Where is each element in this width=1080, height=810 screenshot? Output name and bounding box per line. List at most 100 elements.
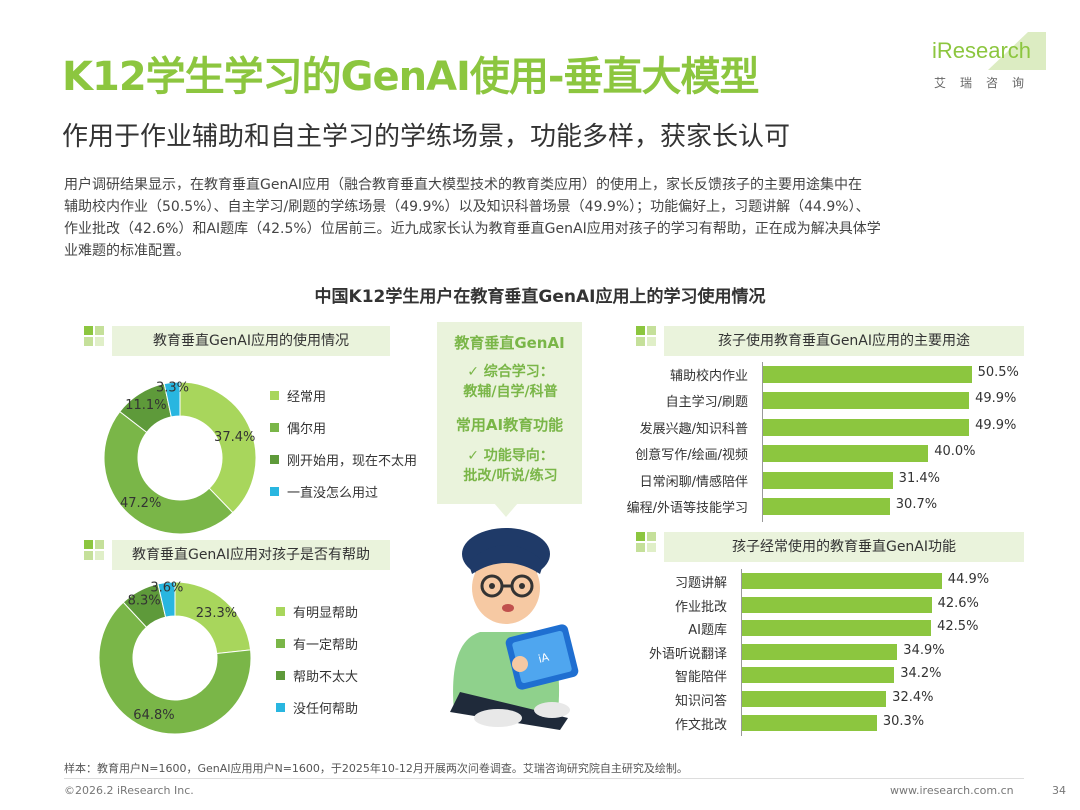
bar — [742, 667, 895, 684]
speech-bubble-notch — [494, 503, 518, 517]
intro-paragraph: 用户调研结果显示，在教育垂直GenAI应用（融合教育垂直大模型技术的教育类应用）… — [64, 174, 1024, 262]
purpose-bar-title: 孩子使用教育垂直GenAI应用的主要用途 — [664, 326, 1024, 356]
intro-line: 辅助校内作业（50.5%）、自主学习/刷题的学练场景（49.9%）以及知识科普场… — [64, 199, 870, 215]
bar — [763, 366, 972, 383]
donut-slice-label: 64.8% — [133, 708, 174, 723]
helpful-pie-title: 教育垂直GenAI应用对孩子是否有帮助 — [112, 540, 390, 570]
bar-value-label: 40.0% — [934, 444, 976, 460]
bar — [742, 691, 887, 707]
bar-category-label: 编程/外语等技能学习 — [626, 501, 748, 516]
svg-text:iA: iA — [537, 650, 551, 665]
square-deco-icon — [84, 326, 106, 348]
legend-item: 经常用 — [270, 382, 417, 408]
bar-value-label: 42.5% — [937, 619, 979, 635]
legend-label: 有一定帮助 — [293, 637, 359, 653]
square-deco-icon — [84, 540, 106, 562]
bar-category-label: 习题讲解 — [674, 576, 727, 591]
legend-item: 一直没怎么用过 — [270, 478, 417, 504]
donut-slice — [103, 410, 234, 535]
square-deco-icon — [636, 532, 658, 554]
bar — [742, 620, 932, 637]
legend-label: 经常用 — [287, 389, 327, 405]
bar-category-label: 外语听说翻译 — [648, 646, 727, 662]
bar-axis-line — [741, 569, 742, 737]
bar-value-label: 49.9% — [975, 391, 1017, 407]
donut-slice-label: 47.2% — [120, 496, 161, 511]
bar-value-label: 31.4% — [898, 470, 940, 486]
legend-swatch — [276, 702, 285, 712]
bar-category-label: 辅助校内作业 — [669, 369, 748, 384]
bar — [742, 714, 877, 731]
helpful-legend: 有明显帮助 有一定帮助 帮助不太大 没任何帮助 — [276, 598, 358, 726]
center-box-title: 教育垂直GenAI — [454, 334, 565, 352]
donut-slice-label: 37.4% — [214, 430, 255, 445]
bar — [742, 596, 932, 613]
legend-item: 有一定帮助 — [276, 630, 358, 656]
bar-category-label: 智能陪伴 — [674, 670, 727, 686]
website-link[interactable]: www.iresearch.com.cn — [890, 784, 1014, 797]
bar-category-label: AI题库 — [688, 623, 727, 639]
donut-slice — [163, 381, 181, 418]
donut-slice-label: 11.1% — [125, 398, 166, 413]
legend-label: 偶尔用 — [287, 421, 327, 437]
page-number: 34 — [1052, 784, 1066, 797]
donut-slice-label: 23.3% — [196, 606, 237, 621]
donut-slice-label: 3.3% — [156, 380, 189, 395]
iresearch-logo: iResearch 艾瑞咨询 — [928, 32, 1046, 94]
legend-swatch — [270, 454, 279, 464]
legend-item: 偶尔用 — [270, 414, 417, 440]
bar — [763, 392, 970, 410]
legend-item: 刚开始用，现在不太用 — [270, 446, 417, 472]
bar-category-label: 作文批改 — [674, 717, 727, 733]
bar — [763, 445, 929, 463]
logo-subtext: 艾瑞咨询 — [934, 76, 1039, 90]
bar-value-label: 30.7% — [895, 497, 938, 512]
usage-pie-title: 教育垂直GenAI应用的使用情况 — [112, 326, 390, 356]
donut-slice-label: 3.6% — [150, 580, 183, 595]
logo-text: iResearch — [932, 38, 1032, 63]
legend-swatch — [270, 422, 279, 432]
page-subtitle: 作用于作业辅助和自主学习的学练场景，功能多样，获家长认可 — [62, 122, 791, 152]
bar-value-label: 44.9% — [947, 572, 990, 587]
function-bar-title: 孩子经常使用的教育垂直GenAI功能 — [664, 532, 1024, 562]
legend-swatch — [276, 638, 285, 648]
bar-category-label: 日常闲聊/情感陪伴 — [639, 474, 748, 490]
usage-donut-chart: 37.4% 47.2% 11.1% 3.3% — [103, 380, 257, 535]
legend-item: 帮助不太大 — [276, 662, 358, 688]
legend-swatch — [276, 606, 285, 616]
page-title: K12学生学习的GenAI使用-垂直大模型 — [62, 54, 760, 100]
donut-slice — [157, 581, 176, 618]
bar-value-label: 42.6% — [937, 595, 979, 611]
center-box-item: ✓ 功能导向： — [467, 448, 554, 464]
legend-label: 刚开始用，现在不太用 — [287, 453, 418, 469]
logo-swoosh-icon — [988, 32, 1046, 70]
bar — [742, 643, 898, 660]
legend-swatch — [270, 390, 279, 400]
intro-line: 用户调研结果显示，在教育垂直GenAI应用（融合教育垂直大模型技术的教育类应用）… — [64, 177, 863, 193]
usage-legend: 经常用 偶尔用 刚开始用，现在不太用 一直没怎么用过 — [270, 382, 417, 510]
intro-line: 作业批改（42.6%）和AI题库（42.5%）位居前三。近九成家长认为教育垂直G… — [64, 221, 881, 237]
copyright: ©2026.2 iResearch Inc. — [64, 784, 194, 797]
bar-value-label: 50.5% — [977, 365, 1019, 380]
student-with-tablet-illustration: iA — [450, 528, 579, 730]
legend-label: 没任何帮助 — [293, 701, 359, 717]
bar-value-label: 32.4% — [892, 690, 934, 705]
donut-slice-label: 8.3% — [128, 594, 161, 609]
bar-value-label: 30.3% — [882, 713, 925, 729]
square-deco-icon — [636, 326, 658, 348]
donut-slice — [179, 381, 257, 514]
footer-divider — [64, 778, 1024, 779]
bar-value-label: 49.9% — [975, 417, 1017, 433]
legend-swatch — [276, 670, 285, 680]
bar — [763, 471, 893, 489]
legend-item: 没任何帮助 — [276, 694, 358, 720]
center-box-item: 批改/听说/练习 — [463, 468, 558, 484]
intro-line: 业难题的标准配置。 — [64, 243, 190, 259]
center-box-item: ✓ 综合学习： — [467, 364, 554, 380]
bar-category-label: 作业批改 — [674, 599, 727, 615]
bar-category-label: 自主学习/刷题 — [665, 395, 748, 411]
legend-label: 有明显帮助 — [293, 605, 359, 621]
donut-slice — [98, 601, 252, 735]
